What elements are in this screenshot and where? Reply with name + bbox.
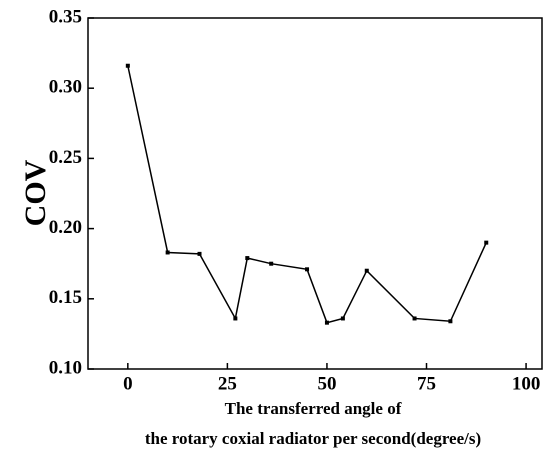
x-tick-label: 0 <box>123 373 133 394</box>
data-point <box>484 240 489 245</box>
data-point <box>233 316 238 321</box>
data-line <box>127 65 487 324</box>
data-point <box>197 251 202 256</box>
data-point <box>412 316 417 321</box>
data-point <box>340 316 345 321</box>
data-point <box>269 261 274 266</box>
data-point <box>448 319 453 324</box>
data-point <box>125 63 130 68</box>
x-axis-label: the rotary coxial radiator per second(de… <box>145 429 481 448</box>
x-tick-label: 75 <box>417 373 436 394</box>
y-tick-label: 0.30 <box>49 77 82 98</box>
y-tick-label: 0.25 <box>49 147 82 168</box>
y-tick-label: 0.35 <box>49 6 82 27</box>
x-axis-label: The transferred angle of <box>225 399 402 418</box>
data-point <box>245 256 250 261</box>
y-tick-label: 0.20 <box>49 217 82 238</box>
data-point <box>324 320 329 325</box>
y-tick-label: 0.15 <box>49 287 82 308</box>
x-tick-label: 50 <box>317 373 336 394</box>
x-tick-label: 25 <box>218 373 237 394</box>
y-axis-label: COV <box>19 159 52 226</box>
data-point <box>165 250 170 255</box>
plot-frame <box>87 17 543 370</box>
x-tick-label: 100 <box>512 373 541 394</box>
y-tick-label: 0.10 <box>49 357 82 378</box>
data-point <box>305 267 310 272</box>
data-point <box>364 268 369 273</box>
